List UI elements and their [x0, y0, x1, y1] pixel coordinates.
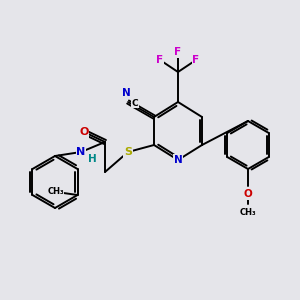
- Text: H: H: [88, 154, 96, 164]
- Text: N: N: [174, 155, 182, 165]
- Text: CH₃: CH₃: [240, 208, 256, 217]
- Text: O: O: [79, 127, 89, 137]
- Text: O: O: [244, 189, 252, 199]
- Text: N: N: [122, 88, 130, 98]
- Text: C: C: [132, 98, 138, 107]
- Text: CH₃: CH₃: [47, 188, 64, 196]
- Text: N: N: [76, 147, 85, 157]
- Text: F: F: [174, 47, 182, 57]
- Text: F: F: [192, 55, 200, 65]
- Text: S: S: [124, 147, 132, 157]
- Text: F: F: [156, 55, 164, 65]
